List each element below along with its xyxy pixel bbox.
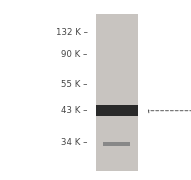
Bar bbox=[96, 14, 138, 171]
Text: 55 K –: 55 K – bbox=[61, 80, 88, 89]
Text: 43 K –: 43 K – bbox=[61, 106, 88, 115]
Text: 132 K –: 132 K – bbox=[56, 28, 88, 37]
Text: 34 K –: 34 K – bbox=[61, 138, 88, 147]
Text: 90 K –: 90 K – bbox=[62, 50, 88, 59]
Bar bbox=[103, 142, 130, 146]
Bar bbox=[96, 105, 138, 116]
